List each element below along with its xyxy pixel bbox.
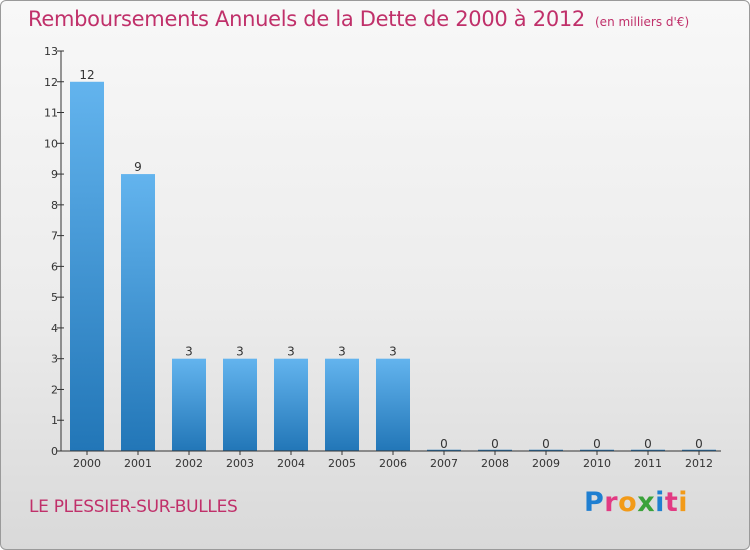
bar-2001 <box>121 174 155 452</box>
y-tick-label: 8 <box>51 199 58 212</box>
y-tick-label: 11 <box>44 107 58 120</box>
value-label-2003: 3 <box>236 345 244 359</box>
x-tick-label-2006: 2006 <box>379 457 407 470</box>
chart-unit: (en milliers d'€) <box>595 15 690 29</box>
x-tick-label-2000: 2000 <box>73 457 101 470</box>
y-tick-label: 3 <box>51 353 58 366</box>
bar-2005 <box>325 358 359 451</box>
y-tick-label: 7 <box>51 230 58 243</box>
y-tick-label: 4 <box>51 322 58 335</box>
x-tick-label-2010: 2010 <box>583 457 611 470</box>
bar-2000 <box>70 81 104 452</box>
y-tick-label: 10 <box>44 137 58 150</box>
y-tick-label: 0 <box>51 445 58 458</box>
y-tick-label: 1 <box>51 414 58 427</box>
x-tick-label-2001: 2001 <box>124 457 152 470</box>
x-tick-label-2009: 2009 <box>532 457 560 470</box>
value-label-2002: 3 <box>185 345 193 359</box>
value-label-2007: 0 <box>440 437 448 451</box>
x-tick-label-2008: 2008 <box>481 457 509 470</box>
y-tick-label: 13 <box>44 45 58 58</box>
x-tick-label-2011: 2011 <box>634 457 662 470</box>
y-tick-label: 6 <box>51 260 58 273</box>
y-tick-label: 5 <box>51 291 58 304</box>
x-axis: 2000 2001 2002 2003 2004 2005 2006 2007 2008 2009… <box>61 450 721 470</box>
y-tick-label: 2 <box>51 383 58 396</box>
y-tick-label: 9 <box>51 168 58 181</box>
value-label-2010: 0 <box>593 437 601 451</box>
bars: 12 9 3 3 3 3 3 0 0 0 0 0 0 <box>70 68 716 452</box>
value-label-2012: 0 <box>695 437 703 451</box>
x-tick-label-2007: 2007 <box>430 457 458 470</box>
x-tick-label-2004: 2004 <box>277 457 305 470</box>
commune-name: LE PLESSIER-SUR-BULLES <box>29 497 238 517</box>
value-label-2001: 9 <box>134 160 142 174</box>
value-label-2004: 3 <box>287 345 295 359</box>
x-tick-label-2005: 2005 <box>328 457 356 470</box>
y-tick-label: 12 <box>44 76 58 89</box>
value-label-2008: 0 <box>491 437 499 451</box>
bar-2002 <box>172 358 206 451</box>
value-label-2005: 3 <box>338 345 346 359</box>
value-label-2011: 0 <box>644 437 652 451</box>
bar-2006 <box>376 358 410 451</box>
x-tick-label-2012: 2012 <box>685 457 713 470</box>
chart-title-text: Remboursements Annuels de la Dette de 20… <box>28 7 585 31</box>
x-tick-label-2003: 2003 <box>226 457 254 470</box>
value-label-2000: 12 <box>79 68 94 82</box>
proxiti-logo[interactable]: Proxiti <box>584 487 689 518</box>
x-tick-label-2002: 2002 <box>175 457 203 470</box>
bar-2003 <box>223 358 257 451</box>
value-label-2006: 3 <box>389 345 397 359</box>
value-label-2009: 0 <box>542 437 550 451</box>
chart-title: Remboursements Annuels de la Dette de 20… <box>28 7 689 31</box>
bar-2004 <box>274 358 308 451</box>
